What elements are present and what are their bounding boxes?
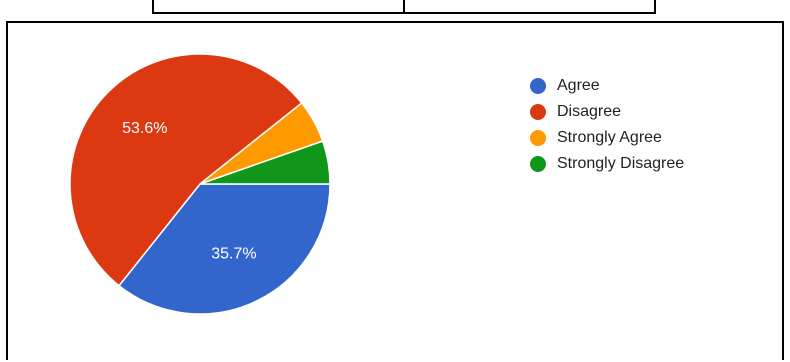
legend-item-disagree: Disagree [530, 99, 684, 125]
data-label-agree: 35.7% [211, 246, 256, 263]
legend-label-strongly-agree: Strongly Agree [557, 129, 662, 146]
legend: Agree Disagree Strongly Agree Strongly D… [530, 73, 684, 177]
legend-swatch-strongly-agree [530, 130, 546, 146]
legend-label-strongly-disagree: Strongly Disagree [557, 155, 685, 172]
legend-swatch-strongly-disagree [530, 156, 546, 172]
chart-frame: 35.7% 53.6% Agree Disagree Strongly Agree… [6, 21, 784, 360]
legend-item-agree: Agree [530, 73, 684, 99]
legend-item-strongly-disagree: Strongly Disagree [530, 151, 684, 177]
pie-chart: 35.7% 53.6% [69, 53, 331, 315]
table-fragment-divider [403, 0, 405, 12]
pie-slice-strongly-disagree [199, 140, 331, 185]
legend-item-strongly-agree: Strongly Agree [530, 125, 684, 151]
pie-slice-agree [117, 183, 331, 315]
table-fragment-top [152, 0, 656, 14]
legend-swatch-agree [530, 78, 546, 94]
legend-label-agree: Agree [557, 77, 600, 94]
pie-slice-disagree [69, 53, 303, 287]
legend-swatch-disagree [530, 104, 546, 120]
legend-label-disagree: Disagree [557, 103, 622, 120]
data-label-disagree: 53.6% [122, 120, 167, 137]
